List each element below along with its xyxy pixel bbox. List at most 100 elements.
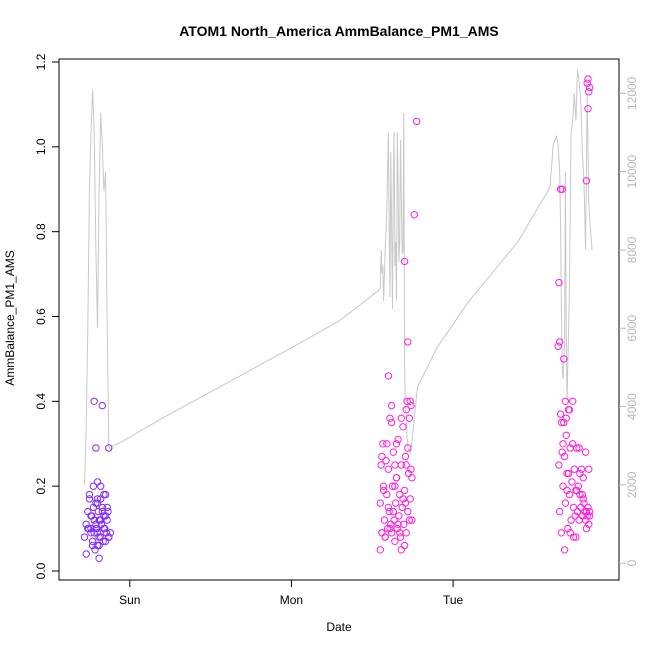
data-point [555, 461, 563, 469]
data-point [386, 524, 394, 533]
data-point [401, 452, 410, 461]
data-point [390, 516, 398, 524]
data-point [567, 516, 575, 524]
data-point [400, 520, 408, 528]
data-point [379, 440, 387, 448]
data-point [85, 490, 94, 499]
data-point [386, 414, 394, 422]
data-point [569, 440, 577, 448]
data-point [93, 495, 102, 503]
data-point [564, 524, 572, 533]
data-point [584, 503, 592, 512]
data-point [399, 423, 407, 431]
data-point [569, 533, 578, 541]
data-point [382, 457, 390, 465]
data-point [404, 338, 412, 346]
data-point [87, 524, 95, 533]
data-point [585, 83, 594, 92]
data-point [101, 512, 110, 520]
data-point [562, 431, 570, 439]
data-point [381, 533, 389, 541]
data-point [393, 524, 401, 533]
data-point [106, 529, 115, 537]
data-point [400, 486, 409, 495]
data-point [376, 499, 384, 507]
data-point [580, 499, 588, 507]
data-point [559, 482, 567, 490]
data-point [379, 482, 388, 490]
y2-tick-label: 2000 [625, 471, 639, 498]
data-point [554, 342, 562, 350]
data-point [91, 546, 99, 554]
data-point [568, 478, 576, 486]
data-point [387, 401, 396, 410]
data-point [557, 418, 566, 427]
data-point [100, 524, 108, 533]
data-point [391, 482, 399, 490]
data-point [561, 499, 570, 507]
data-point [378, 452, 386, 461]
data-point [585, 465, 593, 473]
y-axis-label: AmmBalance_PM1_AMS [3, 250, 17, 385]
data-point [581, 516, 590, 524]
data-point [569, 397, 577, 405]
data-point [383, 490, 391, 499]
data-point [105, 444, 113, 452]
data-point [378, 529, 386, 537]
x-axis: Sun Mon Tue [119, 580, 464, 607]
data-point [94, 507, 103, 516]
data-point [97, 482, 105, 490]
data-point [407, 465, 415, 473]
y-tick-label: 0.2 [34, 478, 48, 495]
data-point [80, 533, 89, 541]
data-point [391, 537, 399, 545]
x-axis-label: Date [326, 620, 352, 634]
data-point [400, 257, 409, 266]
data-point [85, 495, 94, 503]
x-tick-label: Tue [443, 593, 464, 607]
data-point [90, 397, 98, 405]
data-point [402, 461, 410, 469]
data-point [585, 507, 594, 516]
data-point [575, 444, 583, 452]
data-point [577, 503, 585, 512]
points-layer [80, 75, 594, 562]
data-point [406, 495, 414, 503]
data-point [82, 550, 90, 558]
data-point [398, 503, 406, 512]
data-point [401, 499, 410, 507]
data-point [560, 355, 568, 363]
data-point [575, 516, 583, 524]
data-point [105, 533, 113, 541]
data-point [102, 529, 111, 537]
data-point [408, 474, 416, 482]
data-point [584, 105, 592, 113]
data-point [557, 529, 566, 537]
data-point [565, 406, 574, 414]
data-point [582, 524, 591, 533]
data-point [394, 520, 402, 528]
data-point [403, 397, 411, 405]
data-point [388, 482, 397, 490]
data-point [406, 397, 414, 405]
data-point [104, 507, 112, 516]
data-point [392, 440, 401, 448]
data-point [392, 474, 401, 482]
data-point [556, 507, 564, 516]
data-point [95, 516, 103, 524]
data-point [583, 512, 591, 520]
data-point [562, 414, 570, 422]
data-point [585, 520, 593, 528]
data-point [99, 537, 107, 545]
data-point [578, 490, 587, 499]
data-point [579, 474, 587, 482]
data-point [392, 499, 400, 507]
data-point [387, 418, 396, 427]
data-point [377, 461, 385, 469]
data-point [404, 507, 412, 516]
data-point [89, 482, 98, 490]
data-point [405, 414, 414, 422]
data-point [87, 512, 95, 520]
data-point [560, 452, 569, 461]
